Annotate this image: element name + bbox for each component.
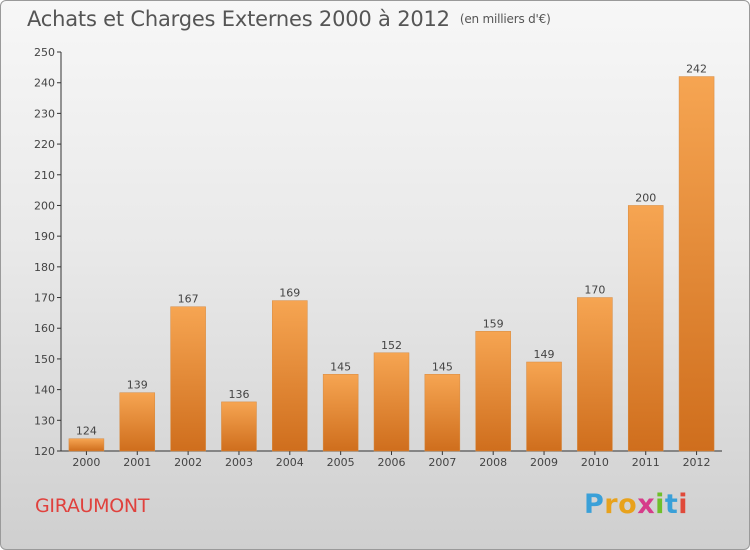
- bar-2000: [68, 438, 105, 452]
- value-label-2001: 139: [127, 379, 148, 392]
- y-tick-label: 200: [34, 199, 55, 212]
- bar-2009: [526, 361, 562, 452]
- value-label-2008: 159: [483, 317, 504, 330]
- bar-2004: [272, 300, 308, 452]
- labels: 2000 124 2001 139 2002 167 2003 136 2004 169 2005 1…: [72, 63, 710, 469]
- value-label-2002: 167: [178, 293, 199, 306]
- y-tick-label: 120: [34, 445, 55, 458]
- proxiti-logo[interactable]: Proxiti: [584, 489, 688, 520]
- bar-2010: [577, 297, 613, 452]
- bar-2001: [119, 392, 156, 452]
- y-tick-label: 140: [34, 384, 55, 397]
- x-tick-label: 2005: [327, 456, 355, 469]
- y-tick-label: 250: [34, 46, 55, 59]
- chart-unit: (en milliers d'€): [459, 12, 551, 26]
- x-tick-label: 2004: [276, 456, 304, 469]
- y-tick-label: 240: [34, 77, 55, 90]
- y-tick-label: 170: [34, 292, 55, 305]
- x-tick-label: 2012: [683, 456, 711, 469]
- value-label-2007: 145: [432, 360, 453, 373]
- value-label-2009: 149: [534, 348, 555, 361]
- bar-2011: [627, 205, 664, 452]
- x-tick-label: 2001: [123, 456, 151, 469]
- logo-letter: P: [584, 489, 605, 520]
- bar-2003: [221, 401, 257, 452]
- y-tick-label: 210: [34, 169, 55, 182]
- bar-2006: [373, 352, 410, 452]
- value-label-2012: 242: [686, 63, 707, 76]
- y-tick-label: 190: [34, 230, 55, 243]
- value-label-2000: 124: [76, 425, 97, 438]
- logo-letter: o: [618, 489, 638, 520]
- y-tick-label: 160: [34, 322, 55, 335]
- x-tick-label: 2008: [479, 456, 507, 469]
- bar-2008: [475, 331, 511, 452]
- city-name: GIRAUMONT: [35, 495, 150, 517]
- x-tick-label: 2000: [72, 456, 100, 469]
- bars: [68, 76, 715, 452]
- x-tick-label: 2002: [174, 456, 202, 469]
- logo-letter: r: [604, 489, 619, 520]
- x-tick-label: 2011: [632, 456, 660, 469]
- y-tick-label: 180: [34, 261, 55, 274]
- bar-2002: [170, 306, 206, 452]
- axes: 120 130 140 150 160 170 180 190 200 210 220 230 240 2…: [34, 46, 722, 458]
- bar-2005: [322, 374, 359, 452]
- bar-2012: [678, 76, 715, 452]
- x-tick-label: 2007: [428, 456, 456, 469]
- x-tick-label: 2010: [581, 456, 609, 469]
- value-label-2011: 200: [635, 191, 656, 204]
- x-tick-label: 2006: [378, 456, 406, 469]
- logo-letter: i: [655, 489, 665, 520]
- logo-letter: i: [678, 489, 689, 520]
- y-tick-label: 230: [34, 107, 55, 120]
- chart-title: Achats et Charges Externes 2000 à 2012 (e…: [27, 7, 551, 31]
- value-label-2003: 136: [228, 388, 249, 401]
- y-tick-label: 150: [34, 353, 55, 366]
- value-label-2006: 152: [381, 339, 402, 352]
- value-label-2004: 169: [279, 287, 300, 300]
- y-tick-label: 220: [34, 138, 55, 151]
- x-tick-label: 2003: [225, 456, 253, 469]
- chart-title-text: Achats et Charges Externes 2000 à 2012: [27, 7, 450, 31]
- x-tick-label: 2009: [530, 456, 558, 469]
- logo-letter: x: [637, 489, 656, 520]
- bar-2007: [424, 374, 461, 452]
- y-tick-label: 130: [34, 414, 55, 427]
- value-label-2010: 170: [584, 284, 605, 297]
- logo-letter: t: [664, 489, 679, 520]
- value-label-2005: 145: [330, 360, 351, 373]
